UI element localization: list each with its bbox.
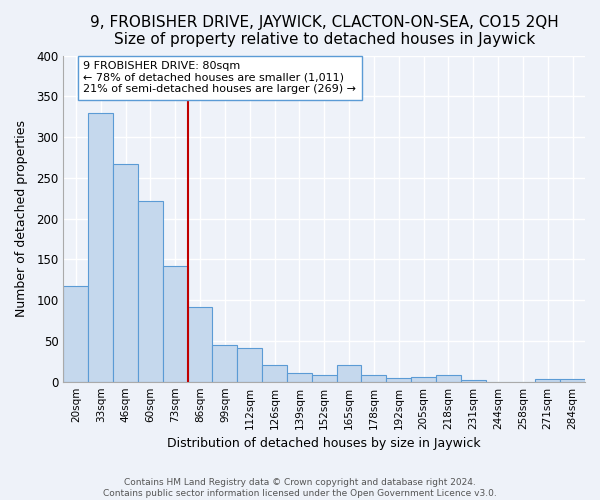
Bar [312, 375, 337, 382]
Bar [237, 348, 262, 382]
Title: 9, FROBISHER DRIVE, JAYWICK, CLACTON-ON-SEA, CO15 2QH
Size of property relative : 9, FROBISHER DRIVE, JAYWICK, CLACTON-ON-… [90, 15, 559, 48]
Bar [64, 286, 88, 382]
Bar [337, 366, 361, 382]
Bar [138, 200, 163, 382]
Bar [262, 366, 287, 382]
Bar [560, 379, 585, 382]
Bar [88, 112, 113, 382]
Text: 9 FROBISHER DRIVE: 80sqm
← 78% of detached houses are smaller (1,011)
21% of sem: 9 FROBISHER DRIVE: 80sqm ← 78% of detach… [83, 61, 356, 94]
Bar [361, 375, 386, 382]
X-axis label: Distribution of detached houses by size in Jaywick: Distribution of detached houses by size … [167, 437, 481, 450]
Bar [535, 379, 560, 382]
Bar [461, 380, 485, 382]
Bar [411, 377, 436, 382]
Y-axis label: Number of detached properties: Number of detached properties [15, 120, 28, 317]
Bar [386, 378, 411, 382]
Bar [113, 164, 138, 382]
Bar [188, 308, 212, 382]
Bar [163, 266, 188, 382]
Bar [287, 372, 312, 382]
Bar [436, 375, 461, 382]
Text: Contains HM Land Registry data © Crown copyright and database right 2024.
Contai: Contains HM Land Registry data © Crown c… [103, 478, 497, 498]
Bar [212, 345, 237, 382]
